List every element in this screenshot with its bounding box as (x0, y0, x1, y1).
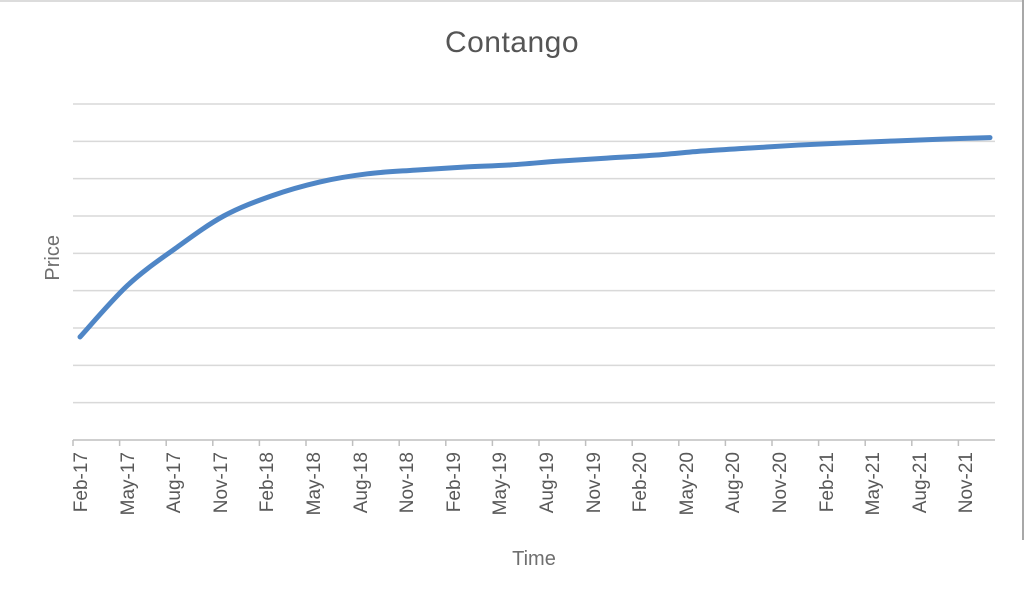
x-tick-label: Feb-18 (257, 452, 279, 513)
x-tick-label: Aug-17 (164, 452, 186, 514)
x-tick-label: May-20 (676, 452, 698, 516)
x-tick-label: Nov-21 (956, 452, 978, 514)
x-tick-label: Nov-18 (397, 452, 419, 514)
gridlines (73, 103, 995, 404)
image-border-top (0, 0, 1024, 2)
price-series-line (77, 135, 993, 340)
x-tick-label: May-21 (863, 452, 885, 516)
x-tick-label: May-19 (490, 452, 512, 516)
x-tick-label: Nov-20 (770, 452, 791, 514)
x-axis-title: Time (512, 548, 556, 570)
x-tick-label: Feb-19 (443, 452, 465, 513)
x-tick-label: May-18 (304, 452, 325, 516)
x-tick-label: Feb-20 (630, 452, 652, 513)
x-tick-label: Aug-19 (537, 452, 558, 514)
x-axis (72, 439, 995, 446)
x-tick-label: Nov-17 (210, 452, 232, 514)
chart-title: Contango (444, 26, 580, 59)
x-tick-label: Feb-17 (71, 452, 92, 513)
y-axis-title: Price (42, 235, 64, 281)
x-tick-label: Feb-21 (816, 452, 838, 513)
image-border-right (1022, 0, 1024, 540)
x-tick-label: May-17 (117, 452, 139, 516)
x-tick-label: Aug-20 (723, 452, 745, 514)
x-tick-label: Aug-18 (350, 452, 372, 514)
x-tick-label: Aug-21 (909, 452, 931, 514)
x-tick-label: Nov-19 (583, 452, 605, 514)
